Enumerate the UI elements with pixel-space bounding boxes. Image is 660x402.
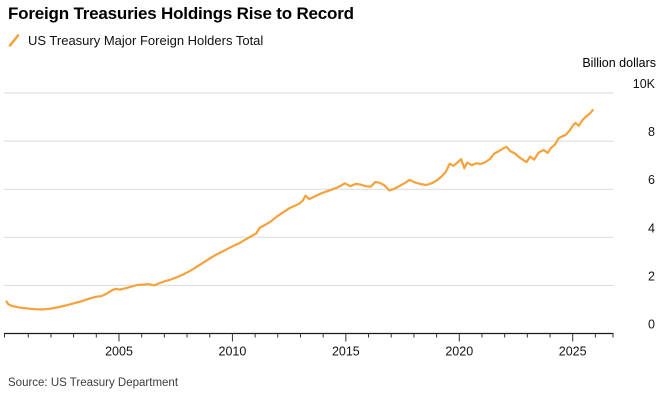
y-tick-label: 6 xyxy=(648,173,655,187)
source-note: Source: US Treasury Department xyxy=(8,377,179,389)
y-tick-label: 10K xyxy=(633,77,656,91)
x-tick-label: 2005 xyxy=(105,345,133,359)
chart-title: Foreign Treasuries Holdings Rise to Reco… xyxy=(8,4,354,23)
legend: US Treasury Major Foreign Holders Total xyxy=(8,33,263,48)
y-tick-label: 4 xyxy=(648,221,655,235)
y-tick-label: 2 xyxy=(648,269,655,283)
y-axis-unit-label: Billion dollars xyxy=(582,56,656,70)
legend-label: US Treasury Major Foreign Holders Total xyxy=(28,33,264,48)
y-tick-label: 0 xyxy=(648,318,655,332)
x-tick-label: 2020 xyxy=(445,345,473,359)
x-tick-label: 2010 xyxy=(219,345,247,359)
y-tick-label: 8 xyxy=(648,125,655,139)
x-tick-label: 2025 xyxy=(559,345,587,359)
x-tick-label: 2015 xyxy=(332,345,360,359)
legend-line-icon xyxy=(8,34,20,47)
data-line xyxy=(5,108,594,311)
